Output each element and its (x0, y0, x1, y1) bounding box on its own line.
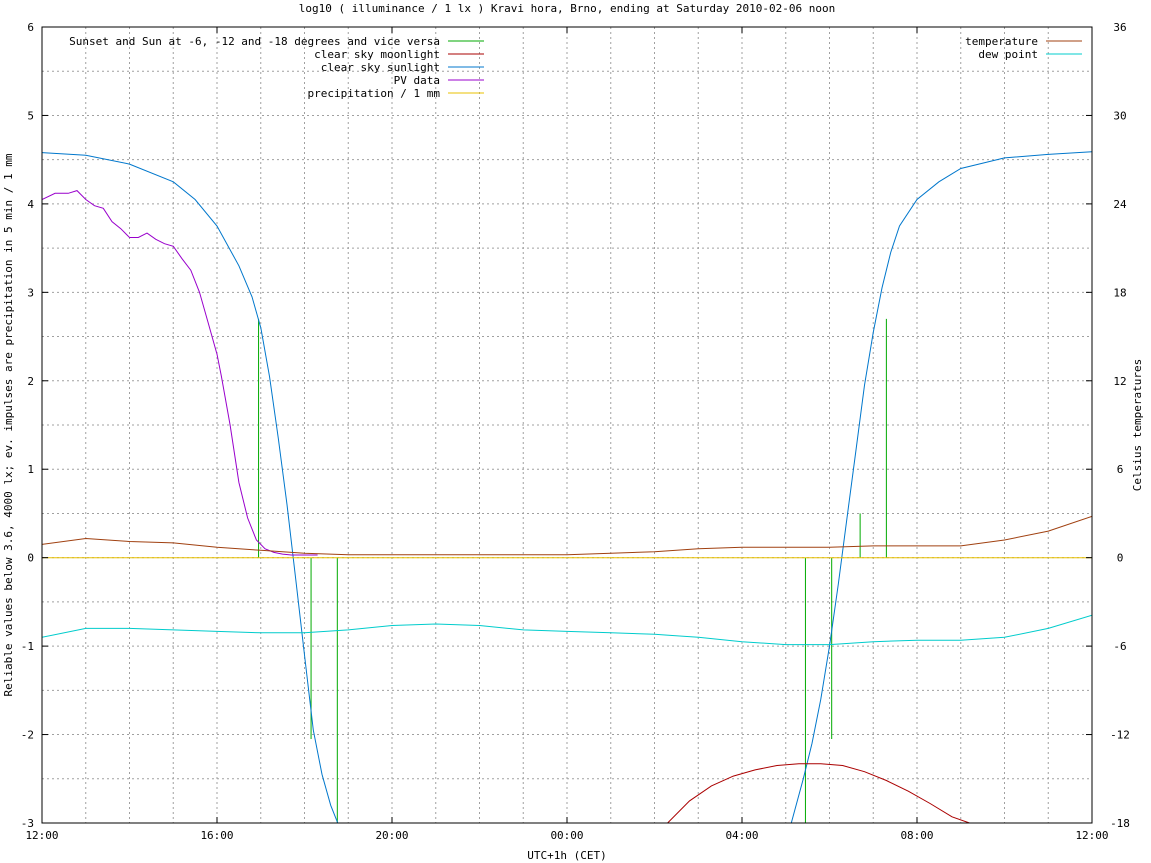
y-tick-label: 6 (27, 21, 34, 34)
series-lines (42, 151, 1092, 823)
y-tick-label: 5 (27, 109, 34, 122)
legend-label: clear sky moonlight (314, 48, 440, 61)
y2-tick-label: 0 (1117, 552, 1124, 565)
x-tick-label: 16:00 (200, 829, 233, 842)
series-line-dew-point (42, 614, 1092, 646)
axis-ticks: 12:00 16:00 20:00 00:00 04:00 08:00 12:00-3-2-… (21, 21, 1130, 842)
x-tick-label: 00:00 (550, 829, 583, 842)
series-line-clear-sky-moonlight (667, 763, 970, 823)
x-axis-label: UTC+1h (CET) (527, 849, 606, 862)
legend-label: precipitation / 1 mm (308, 87, 441, 100)
y2-tick-label: -12 (1110, 729, 1130, 742)
y-axis-label: Reliable values below 3.6, 4000 lx; ev. … (2, 153, 15, 696)
legend-label: Sunset and Sun at -6, -12 and -18 degree… (69, 35, 440, 48)
legend-label: clear sky sunlight (321, 61, 440, 74)
y-tick-label: 0 (27, 552, 34, 565)
y2-tick-label: 18 (1113, 286, 1126, 299)
y2-axis-label: Celsius temperatures (1131, 359, 1144, 491)
y2-tick-label: 30 (1113, 109, 1126, 122)
legend-label: PV data (394, 74, 440, 87)
y-tick-label: 2 (27, 375, 34, 388)
grid (42, 27, 1092, 823)
y2-tick-label: 6 (1117, 463, 1124, 476)
y2-tick-label: -6 (1113, 640, 1126, 653)
y-tick-label: 4 (27, 198, 34, 211)
x-tick-label: 20:00 (375, 829, 408, 842)
x-tick-label: 12:00 (1075, 829, 1108, 842)
legend-label: temperature (965, 35, 1038, 48)
series-line-pv-data (42, 190, 318, 556)
legend: Sunset and Sun at -6, -12 and -18 degree… (69, 35, 1082, 100)
y2-tick-label: -18 (1110, 817, 1130, 830)
y-tick-label: -3 (21, 817, 34, 830)
y-tick-label: -2 (21, 729, 34, 742)
y-tick-label: -1 (21, 640, 34, 653)
series-line-temperature (42, 515, 1092, 556)
chart-title: log10 ( illuminance / 1 lx ) Kravi hora,… (299, 2, 835, 15)
y-tick-label: 1 (27, 463, 34, 476)
y-tick-label: 3 (27, 286, 34, 299)
x-tick-label: 04:00 (725, 829, 758, 842)
series-line-clear-sky-sunlight (42, 151, 1092, 823)
y2-tick-label: 12 (1113, 375, 1126, 388)
y2-tick-label: 36 (1113, 21, 1126, 34)
x-tick-label: 12:00 (25, 829, 58, 842)
legend-label: dew point (978, 48, 1038, 61)
x-tick-label: 08:00 (900, 829, 933, 842)
y2-tick-label: 24 (1113, 198, 1127, 211)
